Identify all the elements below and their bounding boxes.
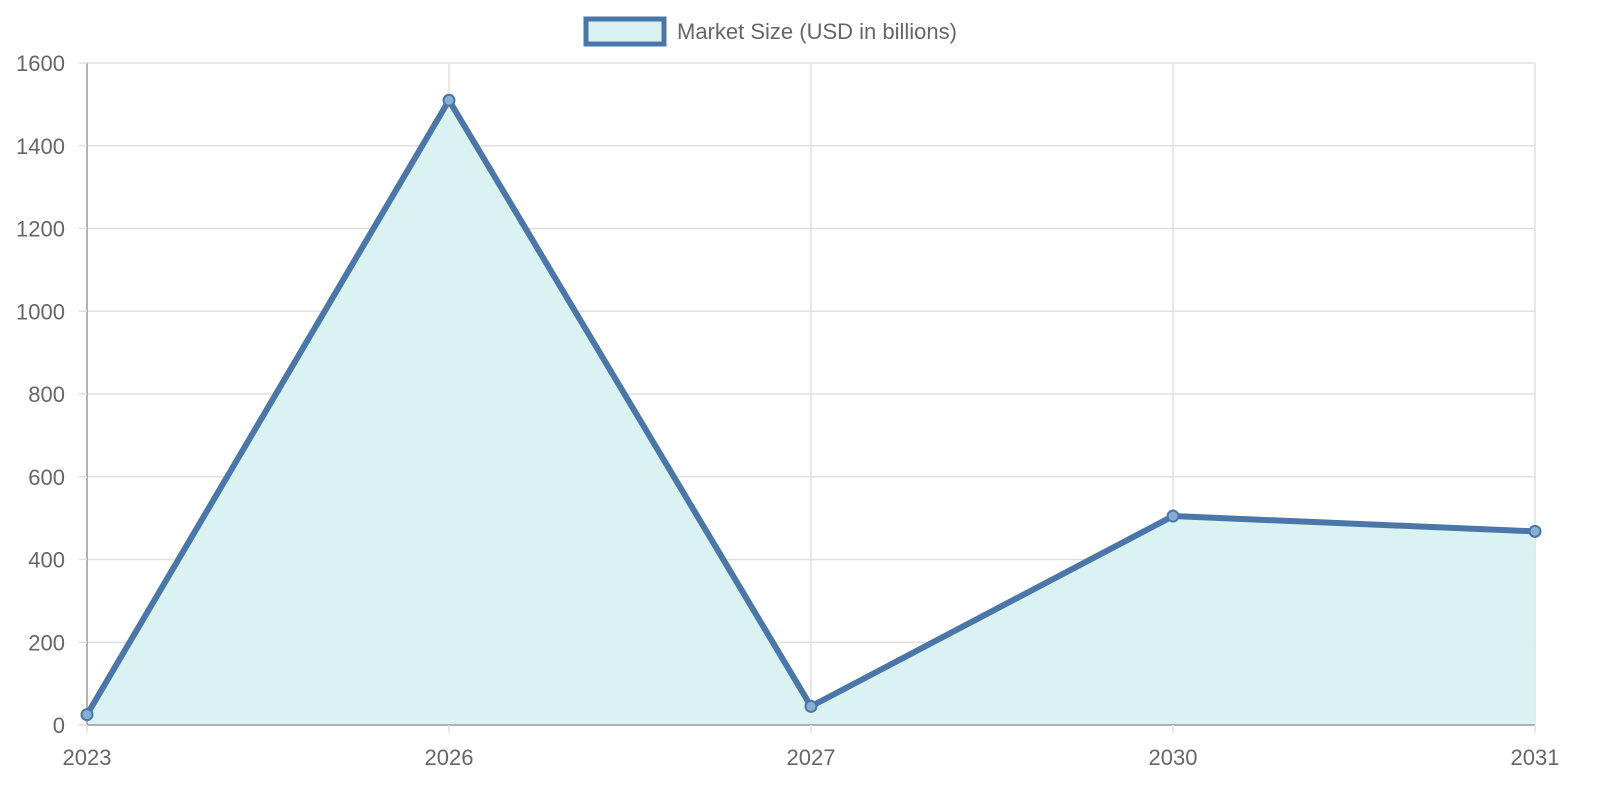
data-point[interactable] — [1528, 524, 1542, 538]
x-tick-label: 2030 — [1149, 745, 1198, 770]
y-tick-label: 0 — [53, 713, 65, 738]
y-tick-label: 800 — [28, 382, 65, 407]
x-tick-label: 2027 — [787, 745, 836, 770]
y-tick-label: 1600 — [16, 51, 65, 76]
y-tick-label: 400 — [28, 548, 65, 573]
y-tick-label: 1000 — [16, 299, 65, 324]
area-layer — [87, 100, 1535, 726]
x-tick-label: 2031 — [1511, 745, 1560, 770]
data-point[interactable] — [80, 708, 94, 722]
data-point[interactable] — [1166, 509, 1180, 523]
y-tick-label: 1200 — [16, 217, 65, 242]
x-tick-label: 2023 — [63, 745, 112, 770]
legend-swatch[interactable] — [583, 16, 667, 47]
x-tick-label: 2026 — [425, 745, 474, 770]
data-point[interactable] — [442, 93, 456, 107]
y-axis-ticks: 0 200 400 600 800 1000 1200 1400 1600 — [16, 51, 87, 738]
series-area-fill — [87, 100, 1535, 726]
y-tick-label: 200 — [28, 630, 65, 655]
y-tick-label: 1400 — [16, 134, 65, 159]
x-axis-ticks: 2023 2026 2027 2030 2031 — [63, 725, 1560, 770]
legend-label[interactable]: Market Size (USD in billions) — [677, 19, 957, 44]
y-tick-label: 600 — [28, 465, 65, 490]
legend[interactable]: Market Size (USD in billions) — [583, 16, 957, 47]
data-point[interactable] — [804, 699, 818, 713]
data-points — [80, 93, 1542, 722]
